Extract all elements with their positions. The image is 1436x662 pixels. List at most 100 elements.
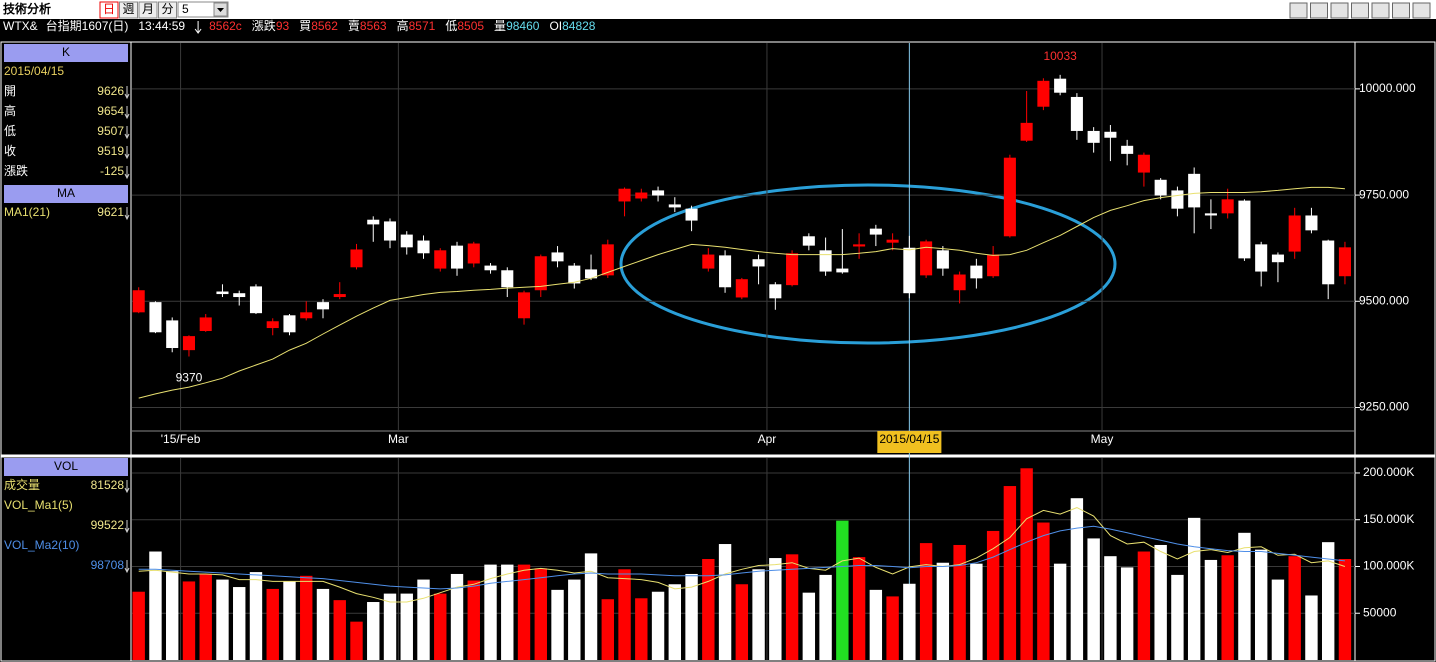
candle-body <box>869 228 882 235</box>
volume-bar <box>1053 563 1067 660</box>
tab-label: 週 <box>122 2 134 16</box>
tab[interactable] <box>119 1 138 19</box>
window-button[interactable] <box>1289 2 1308 19</box>
candle-body <box>987 254 1000 277</box>
volume-bar <box>233 587 246 660</box>
window-button[interactable] <box>1371 2 1390 19</box>
tab[interactable] <box>99 1 119 19</box>
tab[interactable] <box>158 1 177 19</box>
volume-bar <box>266 588 279 660</box>
down-arrow <box>194 21 202 34</box>
candle-body <box>467 243 480 264</box>
frame <box>0 41 1436 662</box>
window-button[interactable] <box>1412 2 1431 19</box>
volume-bar <box>852 557 866 660</box>
candle-body <box>652 190 665 196</box>
volume-bar <box>199 573 212 660</box>
volume-bar <box>635 598 648 660</box>
volume-bar <box>182 581 196 660</box>
candle-body <box>1322 240 1335 285</box>
candle-body <box>1154 179 1167 196</box>
window-title: 技術分析 <box>3 1 51 16</box>
quote-text: 量 <box>494 19 506 33</box>
candle-body <box>769 284 782 299</box>
window-button[interactable] <box>1330 2 1349 19</box>
volume-bar <box>1037 522 1050 660</box>
ohlc-label: 收 <box>4 144 16 158</box>
change-value: -125 <box>100 164 124 178</box>
volume-bar <box>400 593 413 660</box>
volume-bar <box>417 579 430 660</box>
vol-value: 81528 <box>91 478 125 492</box>
volume-bar <box>752 569 765 660</box>
volume-bar <box>1204 559 1218 660</box>
candle-body <box>199 317 212 332</box>
volume-bar <box>1087 538 1100 660</box>
ma-line <box>138 525 1345 590</box>
candle-body <box>1271 254 1284 263</box>
volume-bar <box>467 580 480 660</box>
volume-bar <box>1171 574 1184 660</box>
candle-body <box>786 253 799 286</box>
candle-body <box>886 239 899 243</box>
quote-text: 低 <box>445 19 457 33</box>
vol-label: 成交量 <box>4 477 40 492</box>
window-button[interactable] <box>1310 2 1328 19</box>
volume-bar <box>551 589 564 660</box>
y-tick-label: 200.000K <box>1363 465 1414 479</box>
volume-bar <box>350 621 363 660</box>
candle-body <box>970 265 983 279</box>
window-button[interactable] <box>1392 2 1410 19</box>
volume-bar <box>1338 559 1352 660</box>
candle-body <box>417 240 430 254</box>
ma-header <box>4 185 128 203</box>
candle-body <box>802 236 815 246</box>
candle-body <box>920 241 933 276</box>
volume-bar <box>1305 595 1318 660</box>
vol-ma1-value: 99522 <box>91 518 125 532</box>
candle-body <box>434 250 447 269</box>
candle-body <box>1087 130 1100 143</box>
quote-text: 高 <box>397 18 409 33</box>
volume-bar <box>300 575 313 660</box>
quote-text: 漲跌 <box>252 18 276 33</box>
quote-text: 8563 <box>360 19 387 33</box>
volume-bar <box>1137 551 1151 660</box>
down-arrow <box>124 480 130 494</box>
candle-body <box>1037 80 1050 107</box>
volume-bar <box>1321 542 1335 660</box>
volume-bar <box>886 596 899 660</box>
quote-text: 84828 <box>562 19 596 33</box>
candle-body <box>383 221 397 241</box>
candle-body <box>1221 199 1234 214</box>
ohlc-value: 9507 <box>97 124 124 138</box>
window-button[interactable] <box>1351 2 1369 19</box>
ohlc-label: 低 <box>4 124 16 138</box>
candle-body <box>350 249 363 268</box>
volume-bar <box>584 553 598 660</box>
crosshair-label-bg <box>877 431 942 453</box>
volume-bar <box>1070 498 1084 660</box>
candle-body <box>1305 215 1318 231</box>
x-tick-label: May <box>1091 432 1114 446</box>
quote-text: 93 <box>276 19 290 33</box>
ma-line <box>138 186 1345 399</box>
volume-bar <box>283 581 296 660</box>
candle-body <box>936 250 949 269</box>
volume-bar <box>1221 555 1234 660</box>
volume-bar <box>1104 556 1117 660</box>
volume-bar <box>1288 556 1301 660</box>
quote-text: 98460 <box>506 19 540 33</box>
ohlc-value: 9626 <box>97 84 124 98</box>
x-tick-label: Mar <box>388 432 409 446</box>
tab[interactable] <box>138 1 158 19</box>
down-arrow <box>124 207 130 221</box>
candle-body <box>635 192 648 199</box>
candle-body <box>283 315 296 333</box>
volume-bar <box>367 602 380 660</box>
volume-bar <box>1120 567 1134 660</box>
y-tick-label: 150.000K <box>1363 512 1414 526</box>
down-arrow <box>124 126 130 140</box>
candle-body <box>300 312 313 319</box>
volume-bar <box>668 584 682 660</box>
